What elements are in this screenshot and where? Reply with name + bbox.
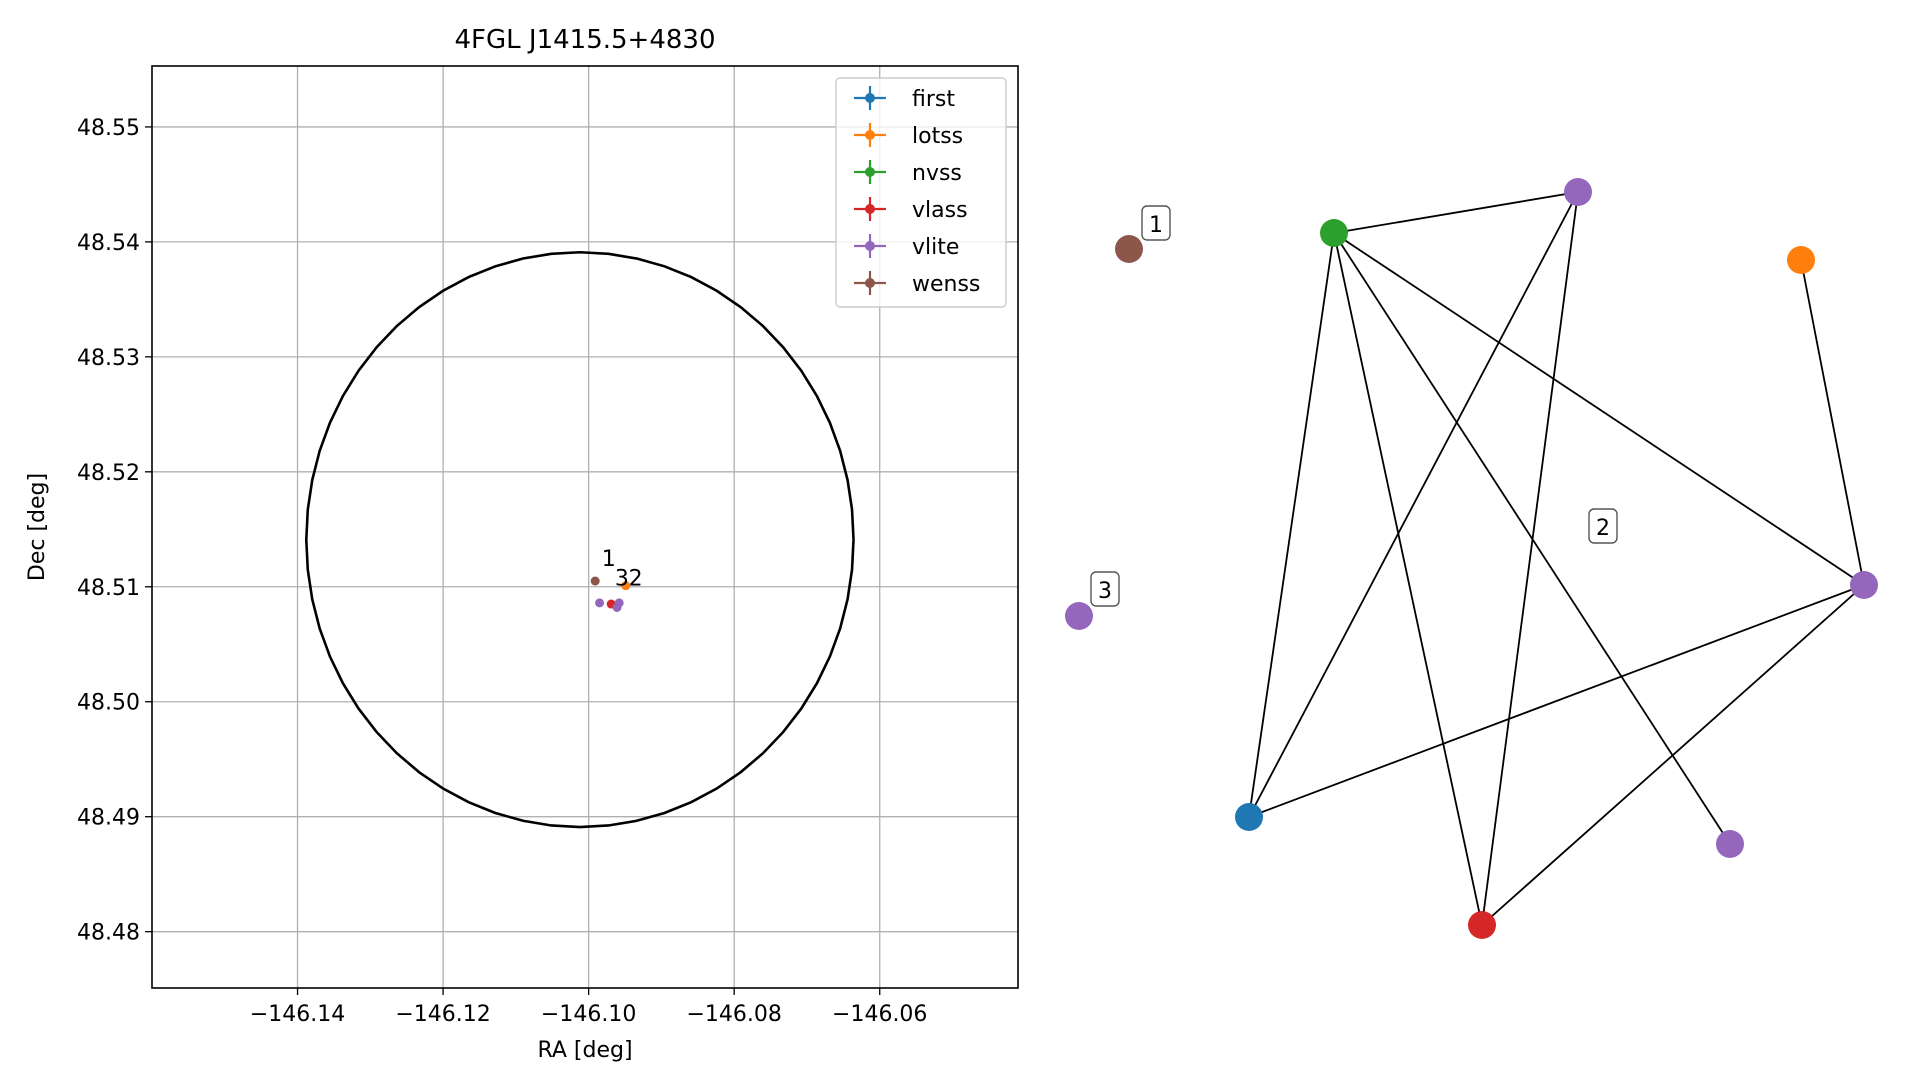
- legend-label-lotss: lotss: [912, 124, 963, 149]
- legend-label-first: first: [912, 87, 955, 112]
- y-tick-label: 48.50: [77, 691, 140, 716]
- point-label: 1: [602, 547, 616, 572]
- network-node-lotss: [1787, 246, 1815, 274]
- legend-label-vlite: vlite: [912, 235, 959, 260]
- error-circle: [304, 250, 855, 829]
- x-tick-label: −146.12: [395, 1002, 490, 1027]
- network-nodes: [1065, 178, 1878, 939]
- x-tick-label: −146.06: [832, 1002, 927, 1027]
- component-label: 2: [1596, 516, 1610, 541]
- network-node-vlite: [1065, 602, 1093, 630]
- legend-label-nvss: nvss: [912, 161, 962, 186]
- network-edge: [1248, 584, 1865, 818]
- legend-marker-dot: [865, 278, 875, 288]
- point-wenss: [590, 576, 600, 586]
- legend-label-wenss: wenss: [912, 272, 980, 297]
- y-tick-label: 48.49: [77, 806, 140, 831]
- y-tick-label: 48.48: [77, 921, 140, 946]
- network-node-vlite: [1716, 830, 1744, 858]
- y-tick-label: 48.53: [77, 346, 140, 371]
- network-edge: [1481, 584, 1865, 926]
- network-edge: [1248, 191, 1579, 818]
- y-axis-label: Dec [deg]: [25, 473, 50, 581]
- legend-marker-dot: [865, 204, 875, 214]
- component-label: 1: [1149, 213, 1163, 238]
- point-label: 2: [629, 567, 643, 592]
- network-node-vlass: [1468, 911, 1496, 939]
- network-node-vlite: [1564, 178, 1592, 206]
- chart-title: 4FGL J1415.5+4830: [455, 25, 716, 55]
- x-tick-label: −146.10: [541, 1002, 636, 1027]
- network-edge: [1248, 232, 1335, 818]
- point-vlite: [612, 602, 622, 612]
- point-lotss: [621, 581, 631, 591]
- network-node-nvss: [1320, 219, 1348, 247]
- legend-marker-dot: [865, 167, 875, 177]
- x-tick-label: −146.14: [250, 1002, 345, 1027]
- legend-marker-dot: [865, 93, 875, 103]
- error-circle-path: [304, 250, 855, 829]
- network-panel: 1 2 3: [1065, 178, 1878, 939]
- network-edge: [1800, 259, 1865, 586]
- component-label: 3: [1098, 579, 1112, 604]
- component-label-box: [1090, 571, 1120, 607]
- network-labels: 1 2 3: [1090, 205, 1618, 607]
- legend: first lotss nvss vlass vlite wenss: [835, 77, 1007, 308]
- point-annotations: 13 2: [602, 547, 643, 592]
- y-tick-label: 48.55: [77, 116, 140, 141]
- network-node-vlite: [1850, 571, 1878, 599]
- y-axis-ticks: 48.48 48.49 48.50 48.51 48.52 48.53 48.54 48.55: [77, 116, 152, 946]
- x-axis-ticks: −146.14 −146.12 −146.10 −146.08 −146.06: [250, 988, 927, 1027]
- plot-frame: [151, 65, 1019, 989]
- component-label-box: [1588, 508, 1618, 544]
- x-tick-label: −146.08: [686, 1002, 781, 1027]
- scatter-panel: 4FGL J1415.5+4830 13 2 −146.14 −146.12 −146…: [25, 25, 1019, 1063]
- y-tick-label: 48.54: [77, 231, 140, 256]
- component-label-box: [1141, 205, 1171, 241]
- network-edge: [1333, 232, 1483, 926]
- legend-marker-dot: [865, 130, 875, 140]
- point-vlite: [595, 598, 605, 608]
- network-edge: [1481, 191, 1579, 926]
- data-points: [590, 576, 631, 612]
- network-node-wenss: [1115, 235, 1143, 263]
- x-axis-label: RA [deg]: [537, 1038, 632, 1063]
- point-label: 3: [615, 567, 629, 592]
- network-edge: [1333, 191, 1579, 234]
- legend-marker-dot: [865, 241, 875, 251]
- network-edge: [1333, 232, 1865, 586]
- y-tick-label: 48.52: [77, 461, 140, 486]
- network-edges: [1248, 191, 1865, 926]
- legend-label-vlass: vlass: [912, 198, 968, 223]
- y-tick-label: 48.51: [77, 576, 140, 601]
- network-node-first: [1235, 803, 1263, 831]
